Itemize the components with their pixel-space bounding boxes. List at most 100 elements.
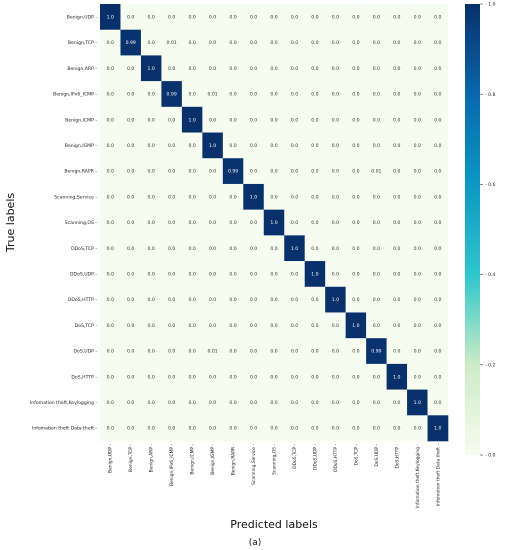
cell-value-label: 0.0 bbox=[188, 169, 195, 175]
heatmap-cell bbox=[366, 55, 387, 82]
cell-value-label: 0.0 bbox=[229, 426, 236, 432]
cell-value-label: 0.0 bbox=[127, 426, 134, 432]
heatmap-cell bbox=[120, 4, 142, 31]
heatmap-cell bbox=[140, 261, 162, 288]
heatmap-cell bbox=[243, 55, 265, 82]
cell-value-label: 0.0 bbox=[107, 40, 114, 46]
cell-value-label: 0.0 bbox=[291, 400, 298, 406]
cell-value-label: 0.0 bbox=[188, 92, 195, 98]
heatmap-cell bbox=[304, 389, 326, 416]
heatmap-cell bbox=[222, 363, 244, 390]
y-tick-label: Benign,ARP - bbox=[67, 66, 97, 72]
cell-value-label: 0.0 bbox=[188, 272, 195, 278]
cell-value-label: 0.0 bbox=[250, 426, 257, 432]
cell-value-label: 0.0 bbox=[107, 246, 114, 252]
cell-value-label: 0.0 bbox=[107, 66, 114, 72]
cell-value-label: 0.0 bbox=[188, 66, 195, 72]
x-tick-label: Benign,IGMP - bbox=[210, 444, 216, 475]
cell-value-label: 1.0 bbox=[291, 246, 298, 252]
cell-value-label: 0.0 bbox=[434, 92, 441, 98]
heatmap-cell bbox=[263, 338, 285, 365]
cell-value-label: 0.0 bbox=[373, 297, 380, 303]
cell-value-label: 0.0 bbox=[291, 297, 298, 303]
cell-value-label: 0.0 bbox=[107, 220, 114, 226]
cell-value-label: 0.0 bbox=[188, 323, 195, 329]
heatmap-cell bbox=[345, 29, 367, 56]
heatmap-cell bbox=[161, 286, 183, 313]
heatmap-cell bbox=[263, 312, 285, 339]
heatmap-cell bbox=[243, 338, 265, 365]
heatmap-cell bbox=[386, 183, 408, 210]
cell-value-label: 0.0 bbox=[373, 14, 380, 20]
cell-value-label: 0.0 bbox=[209, 246, 216, 252]
cell-value-label: 1.0 bbox=[434, 426, 441, 432]
x-axis-title: Predicted labels bbox=[230, 518, 318, 531]
cell-value-label: 0.0 bbox=[373, 426, 380, 432]
heatmap-cell bbox=[140, 363, 162, 390]
heatmap-cell bbox=[386, 235, 408, 262]
heatmap-cell bbox=[386, 29, 408, 56]
cell-value-label: 0.0 bbox=[414, 14, 421, 20]
cell-value-label: 0.0 bbox=[148, 117, 155, 123]
heatmap-cell bbox=[407, 29, 428, 56]
cell-value-label: 0.0 bbox=[250, 169, 257, 175]
heatmap-cell bbox=[140, 183, 162, 210]
heatmap-cell bbox=[222, 106, 244, 133]
heatmap-cell bbox=[284, 55, 306, 82]
colorbar-tick-label: - 0.0 bbox=[485, 453, 496, 459]
y-tick-label: DDoS,TCP - bbox=[71, 246, 97, 252]
cell-value-label: 0.0 bbox=[168, 117, 175, 123]
x-tick-label: DDoS,HTTP - bbox=[333, 444, 339, 472]
cell-value-label: 0.0 bbox=[107, 297, 114, 303]
y-tick-label: Infomation theft,Keylogging - bbox=[30, 400, 97, 406]
heatmap-cell bbox=[407, 158, 428, 185]
cell-value-label: 0.0 bbox=[209, 323, 216, 329]
cell-value-label: 0.0 bbox=[168, 349, 175, 355]
cell-value-label: 0.0 bbox=[332, 143, 339, 149]
heatmap-cell bbox=[427, 158, 449, 185]
heatmap-cell bbox=[427, 106, 449, 133]
cell-value-label: 0.0 bbox=[270, 246, 277, 252]
cell-value-label: 0.0 bbox=[107, 272, 114, 278]
cell-value-label: 0.0 bbox=[148, 92, 155, 98]
cell-value-label: 0.0 bbox=[250, 323, 257, 329]
heatmap-cell bbox=[366, 209, 387, 236]
cell-value-label: 0.0 bbox=[209, 400, 216, 406]
cell-value-label: 0.0 bbox=[291, 143, 298, 149]
heatmap-cell bbox=[120, 183, 142, 210]
heatmap-cell bbox=[345, 363, 367, 390]
heatmap-cell bbox=[202, 363, 224, 390]
heatmap-cell bbox=[345, 81, 367, 108]
heatmap-cell bbox=[407, 415, 428, 442]
x-tick-label: Benign,TCP - bbox=[128, 444, 134, 472]
cell-value-label: 0.0 bbox=[373, 220, 380, 226]
cell-value-label: 0.0 bbox=[107, 426, 114, 432]
heatmap-cell bbox=[284, 415, 306, 442]
cell-value-label: 0.0 bbox=[127, 194, 134, 200]
cell-value-label: 0.0 bbox=[209, 40, 216, 46]
cell-value-label: 0.99 bbox=[228, 169, 238, 175]
cell-value-label: 0.0 bbox=[332, 400, 339, 406]
heatmap-cell bbox=[366, 338, 387, 365]
heatmap-cell bbox=[100, 106, 121, 133]
cell-value-label: 0.0 bbox=[168, 66, 175, 72]
heatmap-cell bbox=[304, 158, 326, 185]
heatmap-cell bbox=[263, 363, 285, 390]
heatmap-cell bbox=[181, 286, 203, 313]
cell-value-label: 0.0 bbox=[332, 66, 339, 72]
cell-value-label: 0.99 bbox=[126, 40, 136, 46]
cell-value-label: 0.0 bbox=[127, 66, 134, 72]
cell-value-label: 0.0 bbox=[332, 374, 339, 380]
heatmap-cell bbox=[284, 363, 306, 390]
y-tick-label: DDoS,UDP - bbox=[70, 272, 97, 278]
heatmap-cell bbox=[181, 338, 203, 365]
cell-value-label: 0.0 bbox=[107, 374, 114, 380]
heatmap-cell bbox=[304, 312, 326, 339]
heatmap-cell bbox=[284, 286, 306, 313]
heatmap-cell bbox=[222, 286, 244, 313]
heatmap-cell bbox=[243, 415, 265, 442]
heatmap-cell bbox=[427, 4, 449, 31]
cell-value-label: 0.0 bbox=[107, 349, 114, 355]
heatmap-cell bbox=[304, 29, 326, 56]
cell-value-label: 0.0 bbox=[168, 14, 175, 20]
